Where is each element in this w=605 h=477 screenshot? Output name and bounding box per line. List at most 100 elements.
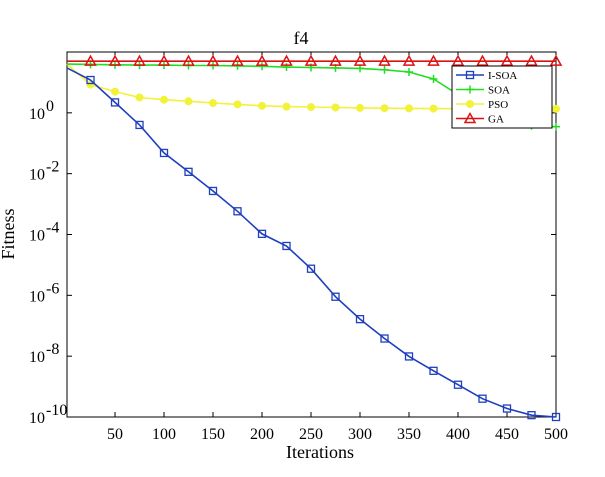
data-point-ga — [157, 54, 171, 66]
y-tick-exponent: -2 — [46, 159, 59, 176]
data-point-pso — [258, 101, 267, 110]
legend-entry-i-soa: I-SOA — [456, 70, 517, 82]
x-axis: 50 100 150 200 250 300 350 400 450 500 — [107, 52, 568, 443]
data-point-pso — [380, 104, 389, 113]
data-point-pso — [282, 102, 291, 111]
data-point-i-soa — [257, 229, 267, 239]
data-point-i-soa — [135, 120, 144, 130]
data-point-ga — [353, 54, 367, 66]
legend-box — [451, 65, 553, 129]
y-tick-exponent: -8 — [46, 341, 59, 358]
data-point-soa — [258, 62, 267, 71]
data-point-ga — [133, 54, 146, 66]
legend-marker-i-soa — [465, 70, 475, 80]
legend-marker-ga — [463, 111, 477, 124]
x-tick-label: 100 — [152, 426, 176, 443]
data-point-ga — [525, 54, 538, 66]
data-point-i-soa — [306, 264, 316, 273]
legend-entry-pso: PSO — [456, 99, 508, 111]
x-tick-label: 450 — [495, 426, 519, 443]
data-point-i-soa — [502, 404, 512, 413]
data-point-ga — [182, 54, 195, 66]
data-point-ga — [280, 54, 293, 66]
y-tick-label: 10 -4 — [29, 220, 59, 245]
data-point-pso — [405, 104, 414, 113]
x-tick-label: 50 — [107, 426, 123, 443]
data-point-i-soa — [184, 167, 193, 176]
data-point-pso — [233, 100, 242, 109]
y-axis-label: Fitness — [0, 208, 18, 259]
data-point-i-soa — [110, 98, 120, 107]
series-i-soa — [66, 67, 561, 422]
y-tick-label: 10 -6 — [29, 280, 59, 305]
y-tick-label: 10 -2 — [29, 159, 59, 184]
data-point-ga — [549, 54, 563, 66]
data-point-ga — [206, 54, 220, 66]
data-point-i-soa — [331, 292, 340, 301]
data-point-soa — [552, 122, 560, 131]
data-point-ga — [231, 54, 244, 66]
x-tick-label: 250 — [299, 426, 323, 443]
data-point-i-soa — [208, 186, 218, 196]
legend-label: GA — [488, 114, 504, 126]
legend-entry-ga: GA — [456, 111, 504, 126]
series-line-i-soa — [66, 67, 557, 418]
data-point-pso — [307, 103, 316, 112]
data-point-i-soa — [453, 380, 463, 389]
data-point-ga — [476, 54, 489, 66]
data-point-soa — [380, 65, 389, 74]
data-point-i-soa — [551, 412, 561, 422]
data-point-soa — [429, 74, 438, 83]
x-tick-label: 350 — [397, 426, 421, 443]
y-tick-base: 10 — [29, 228, 45, 245]
data-point-i-soa — [404, 352, 414, 361]
x-tick-label: 300 — [348, 426, 372, 443]
data-point-i-soa — [478, 394, 487, 403]
y-tick-base: 10 — [29, 288, 45, 305]
y-tick-base: 10 — [29, 106, 45, 123]
data-point-ga — [402, 54, 416, 66]
x-tick-label: 150 — [201, 426, 225, 443]
data-point-soa — [405, 68, 414, 77]
x-tick-label: 500 — [544, 426, 568, 443]
data-point-pso — [429, 104, 438, 113]
legend-label: SOA — [488, 85, 510, 97]
data-point-pso — [160, 95, 169, 104]
data-point-ga — [108, 54, 122, 66]
chart-title: f4 — [294, 28, 309, 48]
y-tick-base: 10 — [29, 349, 45, 366]
data-point-pso — [209, 99, 218, 108]
data-point-ga — [255, 54, 269, 66]
y-tick-base: 10 — [29, 167, 45, 184]
y-tick-exponent: -4 — [46, 220, 59, 237]
y-tick-exponent: -10 — [46, 402, 67, 419]
data-point-ga — [329, 54, 342, 66]
data-point-pso — [356, 103, 365, 112]
data-point-soa — [282, 63, 291, 72]
data-point-ga — [378, 54, 391, 66]
data-point-i-soa — [527, 411, 536, 420]
data-point-pso — [331, 103, 340, 112]
x-tick-label: 200 — [250, 426, 274, 443]
data-point-ga — [304, 54, 318, 66]
data-point-pso — [184, 97, 193, 106]
data-point-i-soa — [159, 148, 169, 158]
y-tick-label: 10 -8 — [29, 341, 59, 366]
data-point-pso — [135, 93, 144, 102]
x-axis-label: Iterations — [286, 442, 354, 462]
data-point-ga — [500, 54, 514, 66]
x-tick-label: 400 — [446, 426, 470, 443]
y-tick-exponent: -6 — [46, 280, 59, 297]
data-point-pso — [552, 104, 560, 113]
data-point-ga — [427, 54, 440, 66]
data-point-i-soa — [355, 314, 365, 324]
legend-label: PSO — [488, 99, 508, 111]
y-tick-label: 10 0 — [29, 98, 54, 123]
data-point-ga — [451, 54, 465, 66]
series-ga — [67, 54, 563, 66]
data-point-i-soa — [86, 75, 95, 85]
y-tick-exponent: 0 — [46, 98, 54, 115]
data-point-pso — [111, 87, 120, 96]
